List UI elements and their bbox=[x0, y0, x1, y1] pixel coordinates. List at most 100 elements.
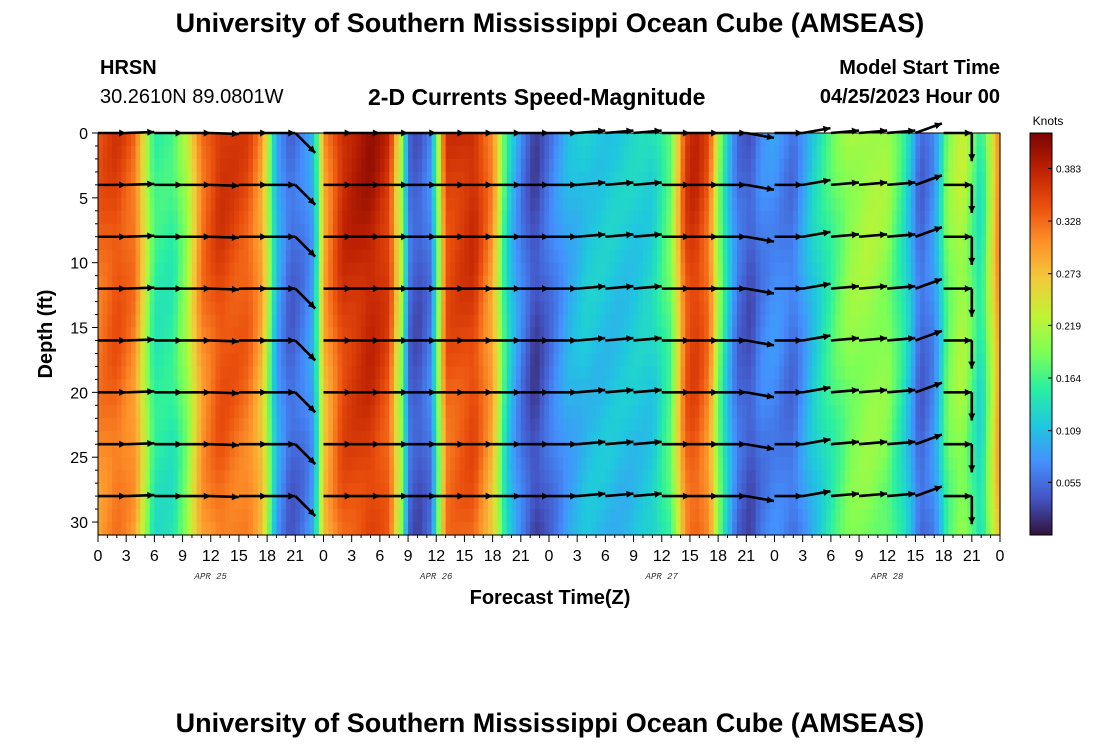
heatmap-cell bbox=[440, 314, 447, 329]
heatmap-cell bbox=[116, 457, 123, 471]
heatmap-cell bbox=[502, 288, 508, 303]
heatmap-cell bbox=[830, 262, 837, 277]
heatmap-cell bbox=[732, 145, 738, 160]
heatmap-cell bbox=[332, 340, 339, 355]
heatmap-cell bbox=[638, 210, 644, 225]
heatmap-cell bbox=[408, 210, 414, 225]
heatmap-cell bbox=[215, 353, 221, 368]
heatmap-cell bbox=[393, 236, 400, 251]
heatmap-cell bbox=[112, 158, 118, 173]
heatmap-cell bbox=[196, 327, 202, 342]
heatmap-cell bbox=[713, 223, 719, 238]
heatmap-cell bbox=[699, 314, 705, 329]
heatmap-cell bbox=[713, 275, 719, 290]
heatmap-cell bbox=[426, 379, 433, 393]
heatmap-cell bbox=[849, 457, 855, 471]
heatmap-cell bbox=[943, 392, 949, 406]
heatmap-cell bbox=[459, 431, 466, 445]
heatmap-cell bbox=[962, 236, 968, 251]
heatmap-cell bbox=[483, 288, 489, 303]
heatmap-cell bbox=[727, 133, 733, 147]
heatmap-cell bbox=[732, 340, 738, 355]
heatmap-cell bbox=[854, 158, 860, 173]
heatmap-cell bbox=[807, 288, 813, 303]
heatmap-cell bbox=[802, 353, 808, 368]
heatmap-cell bbox=[182, 171, 188, 186]
heatmap-cell bbox=[464, 431, 470, 445]
heatmap-cell bbox=[661, 133, 668, 147]
heatmap-cell bbox=[586, 133, 592, 147]
heatmap-cell bbox=[323, 262, 329, 277]
heatmap-cell bbox=[210, 301, 217, 316]
heatmap-cell bbox=[257, 133, 264, 147]
heatmap-cell bbox=[671, 444, 677, 458]
heatmap-cell bbox=[520, 418, 527, 432]
heatmap-cell bbox=[567, 223, 574, 238]
heatmap-cell bbox=[248, 444, 254, 458]
heatmap-cell bbox=[835, 457, 841, 471]
heatmap-cell bbox=[844, 301, 851, 316]
heatmap-cell bbox=[201, 184, 207, 199]
heatmap-cell bbox=[393, 457, 400, 471]
heatmap-cell bbox=[924, 444, 931, 458]
heatmap-cell bbox=[680, 392, 686, 406]
heatmap-cell bbox=[116, 353, 123, 368]
heatmap-cell bbox=[375, 223, 381, 238]
heatmap-cell bbox=[224, 133, 231, 147]
heatmap-cell bbox=[675, 431, 682, 445]
heatmap-cell bbox=[346, 133, 353, 147]
heatmap-cell bbox=[276, 405, 282, 419]
heatmap-cell bbox=[873, 210, 879, 225]
heatmap-cell bbox=[906, 405, 912, 419]
heatmap-cell bbox=[600, 392, 606, 406]
heatmap-cell bbox=[708, 418, 715, 432]
heatmap-cell bbox=[210, 133, 217, 147]
heatmap-cell bbox=[220, 457, 226, 471]
heatmap-cell bbox=[478, 405, 484, 419]
heatmap-cell bbox=[699, 405, 705, 419]
heatmap-cell bbox=[788, 197, 794, 212]
heatmap-cell bbox=[915, 392, 921, 406]
heatmap-cell bbox=[680, 288, 686, 303]
heatmap-cell bbox=[201, 379, 207, 393]
heatmap-cell bbox=[760, 418, 766, 432]
heatmap-cell bbox=[859, 288, 865, 303]
heatmap-cell bbox=[765, 133, 771, 147]
heatmap-cell bbox=[497, 210, 503, 225]
heatmap-cell bbox=[182, 418, 188, 432]
heatmap-cell bbox=[253, 314, 259, 329]
heatmap-cell bbox=[206, 249, 212, 264]
heatmap-cell bbox=[370, 275, 376, 290]
heatmap-cell bbox=[314, 301, 320, 316]
heatmap-cell bbox=[699, 223, 705, 238]
heatmap-cell bbox=[854, 379, 860, 393]
heatmap-cell bbox=[544, 457, 550, 471]
heatmap-cell bbox=[450, 327, 456, 342]
heatmap-cell bbox=[478, 418, 484, 432]
heatmap-cell bbox=[605, 353, 611, 368]
heatmap-cell bbox=[469, 392, 475, 406]
heatmap-cell bbox=[793, 210, 799, 225]
heatmap-cell bbox=[473, 275, 480, 290]
heatmap-cell bbox=[553, 158, 559, 173]
heatmap-cell bbox=[995, 301, 1001, 316]
heatmap-cell bbox=[624, 366, 630, 380]
heatmap-cell bbox=[549, 262, 555, 277]
heatmap-cell bbox=[765, 210, 771, 225]
heatmap-cell bbox=[844, 236, 851, 251]
heatmap-cell bbox=[196, 275, 202, 290]
heatmap-cell bbox=[351, 327, 357, 342]
heatmap-cell bbox=[497, 275, 503, 290]
heatmap-cell bbox=[741, 340, 747, 355]
heatmap-cell bbox=[779, 288, 785, 303]
heatmap-cell bbox=[539, 133, 545, 147]
heatmap-cell bbox=[539, 314, 545, 329]
heatmap-cell bbox=[248, 301, 254, 316]
heatmap-cell bbox=[201, 353, 207, 368]
heatmap-cell bbox=[502, 275, 508, 290]
heatmap-cell bbox=[403, 236, 409, 251]
heatmap-cell bbox=[830, 379, 837, 393]
heatmap-cell bbox=[591, 249, 597, 264]
heatmap-cell bbox=[859, 158, 865, 173]
heatmap-cell bbox=[295, 444, 301, 458]
